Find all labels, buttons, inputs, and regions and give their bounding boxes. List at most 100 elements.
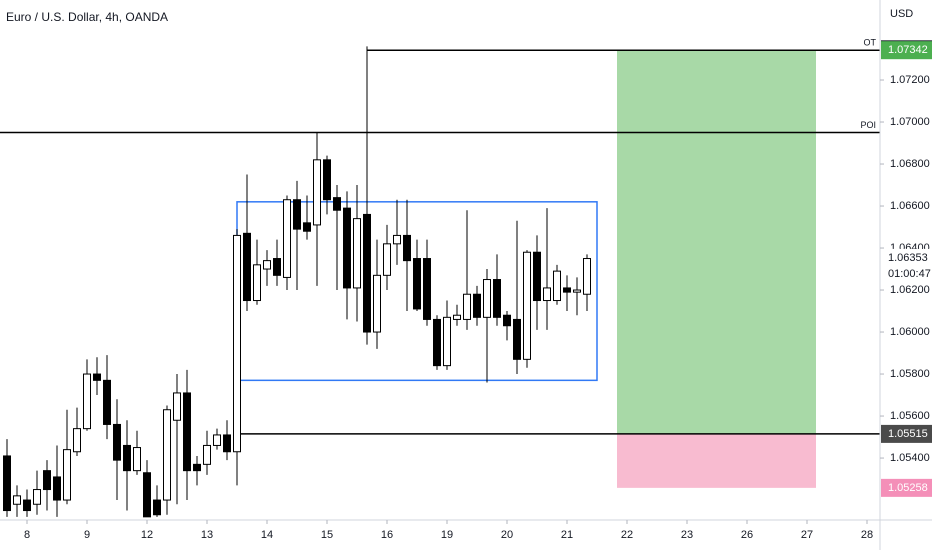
candle-body [323, 159, 331, 201]
x-tick-label: 12 [141, 529, 153, 541]
x-tick-label: 14 [261, 529, 273, 541]
price-tag-label: 1.06353 [888, 252, 928, 264]
candle-body [483, 279, 491, 318]
candle-body [143, 472, 151, 518]
candle-body [363, 213, 371, 333]
candle-body [263, 260, 271, 270]
level-label: OT [864, 38, 877, 48]
candle-body [353, 218, 361, 289]
candle-body [423, 258, 431, 320]
x-tick-label: 8 [24, 529, 30, 541]
candle-body [373, 274, 381, 333]
candle-body [53, 476, 61, 501]
price-tag [881, 424, 932, 443]
candle-body [233, 234, 241, 453]
candle-body [543, 287, 551, 302]
candle-body [133, 447, 141, 472]
zone [617, 50, 816, 434]
candle-body [103, 379, 111, 425]
x-tick-label: 15 [321, 529, 333, 541]
candle-body [453, 314, 461, 320]
candle-body [433, 318, 441, 367]
x-tick-label: 23 [681, 529, 693, 541]
candle-body [553, 270, 561, 302]
x-tick-label: 19 [441, 529, 453, 541]
price-tag [881, 41, 932, 60]
x-tick-label: 9 [84, 529, 90, 541]
candle-body [113, 423, 121, 461]
candle-body [413, 258, 421, 310]
candle-body [393, 234, 401, 245]
x-tick-label: 27 [801, 529, 813, 541]
candle-body [123, 444, 131, 472]
candle-body [283, 199, 291, 278]
y-tick-label: 1.06600 [890, 200, 930, 212]
candle-body [523, 251, 531, 360]
candle-body [223, 434, 231, 453]
candle-body [23, 499, 31, 512]
x-tick-label: 28 [861, 529, 873, 541]
candle-body [493, 279, 501, 318]
chart-title: Euro / U.S. Dollar, 4h, OANDA [6, 10, 168, 24]
currency-label: USD [890, 8, 913, 20]
candle-body [563, 287, 571, 293]
x-tick-label: 16 [381, 529, 393, 541]
candle-body [83, 373, 91, 430]
zone [617, 433, 816, 488]
y-tick-label: 1.06200 [890, 284, 930, 296]
price-tag [881, 248, 932, 267]
x-tick-label: 13 [201, 529, 213, 541]
candle-body [313, 159, 321, 226]
candle-body [213, 434, 221, 446]
x-tick-label: 26 [741, 529, 753, 541]
y-tick-label: 1.07200 [890, 74, 930, 86]
candle-body [73, 428, 81, 453]
candle-body [93, 373, 101, 381]
candle-body [203, 444, 211, 465]
candle-body [3, 455, 11, 512]
candle-body [403, 234, 411, 262]
candle-body [333, 197, 341, 211]
countdown-bg [881, 265, 932, 282]
y-tick-label: 1.05800 [890, 368, 930, 380]
candle-body [583, 258, 591, 295]
candle-body [303, 222, 311, 232]
y-tick-label: 1.06800 [890, 158, 930, 170]
candle-body [163, 409, 171, 501]
candle-body [293, 199, 301, 230]
y-tick-label: 1.06000 [890, 326, 930, 338]
candle-body [153, 499, 161, 516]
candle-body [43, 470, 51, 491]
candle-body [183, 392, 191, 472]
x-tick-label: 22 [621, 529, 633, 541]
countdown: 01:00:47 [888, 268, 931, 280]
price-tag-label: 1.05258 [888, 482, 928, 494]
price-tag-label: 1.07342 [888, 44, 928, 56]
candle-body [243, 232, 251, 302]
candle-body [63, 449, 71, 501]
candle-body [273, 258, 281, 276]
candle-body [383, 243, 391, 276]
level-label: POI [860, 120, 876, 130]
candle-body [443, 316, 451, 367]
candle-body [503, 314, 511, 327]
price-tag-label: 1.05515 [888, 428, 928, 440]
candle-body [463, 293, 471, 320]
y-tick-label: 1.05400 [890, 452, 930, 464]
candle-body [343, 207, 351, 289]
candle-body [33, 489, 41, 505]
candle-body [193, 463, 201, 472]
candle-body [533, 251, 541, 302]
price-tag [881, 478, 932, 497]
candle-body [13, 495, 21, 505]
candle-body [173, 392, 181, 421]
y-tick-label: 1.07000 [890, 116, 930, 128]
candle-body [513, 318, 521, 360]
candle-body [473, 293, 481, 318]
plot-area: OT POI [0, 38, 880, 518]
candle-body [253, 264, 261, 302]
candle-body [573, 289, 581, 293]
y-tick-label: 1.05600 [890, 410, 930, 422]
